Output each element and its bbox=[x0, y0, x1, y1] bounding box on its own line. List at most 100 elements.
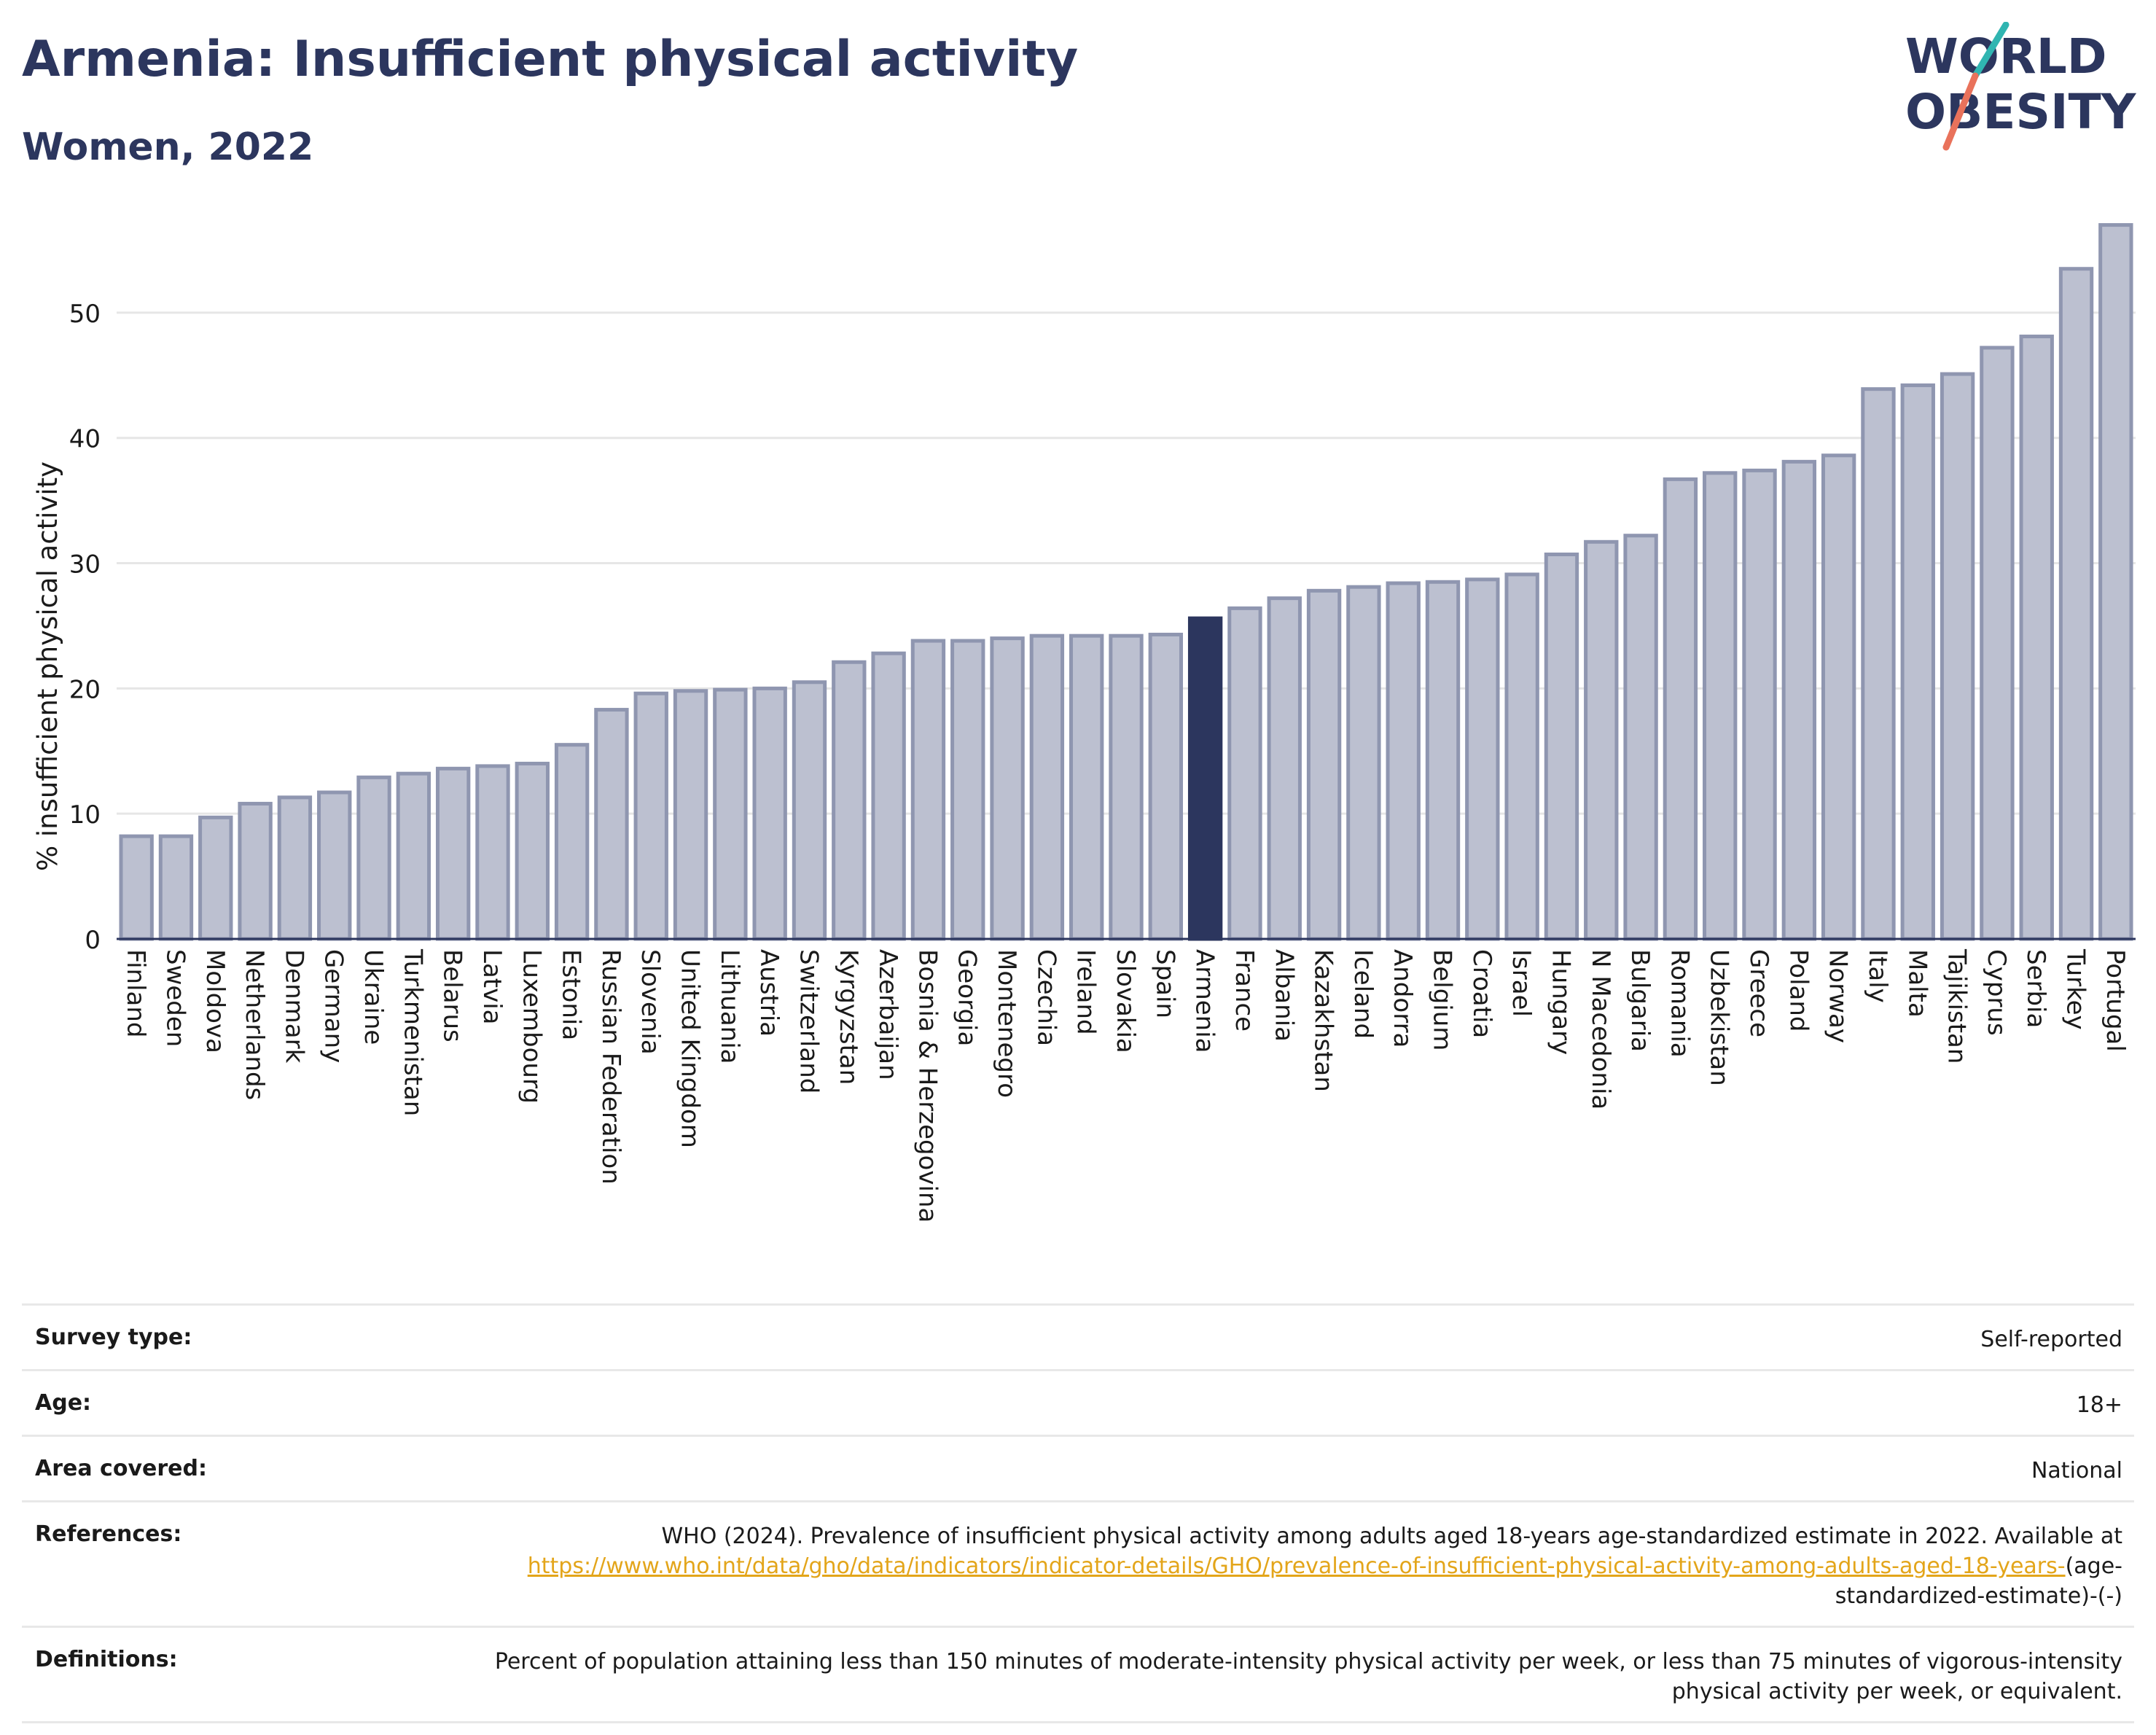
meta-row-survey-type: Survey type: Self-reported bbox=[22, 1303, 2134, 1369]
y-tick-label: 50 bbox=[69, 300, 101, 329]
meta-row-references: References: WHO (2024). Prevalence of in… bbox=[22, 1500, 2134, 1626]
chart-title: Armenia: Insufficient physical activity bbox=[22, 31, 1079, 88]
bar-slovenia bbox=[633, 691, 668, 941]
x-tick-label: France bbox=[1230, 949, 1259, 1032]
x-tick-label: Moldova bbox=[200, 949, 230, 1053]
x-tick-label: Belgium bbox=[1428, 949, 1457, 1050]
logo-slash-teal bbox=[1972, 22, 2009, 79]
references-text: WHO (2024). Prevalence of insufficient p… bbox=[661, 1524, 2122, 1549]
x-tick-label: Tajikistan bbox=[1942, 948, 1972, 1064]
x-tick-label: Poland bbox=[1784, 949, 1813, 1032]
bar-azerbaijan bbox=[871, 651, 906, 941]
x-tick-label: Switzerland bbox=[794, 949, 823, 1093]
bar-tajikistan bbox=[1940, 372, 1975, 941]
meta-row-area-covered: Area covered: National bbox=[22, 1435, 2134, 1500]
bar-portugal bbox=[2098, 223, 2133, 941]
logo-slash-coral bbox=[1942, 72, 1979, 151]
y-tick-label: 10 bbox=[69, 800, 101, 830]
bars bbox=[119, 223, 2133, 941]
bar-albania bbox=[1267, 596, 1302, 941]
bar-belarus bbox=[435, 766, 471, 941]
bar-bosnia-herzegovina bbox=[910, 639, 946, 941]
x-tick-label: Czechia bbox=[1031, 949, 1061, 1046]
bar-kyrgyzstan bbox=[832, 660, 867, 941]
world-obesity-logo: WORLD OBESITY bbox=[1905, 22, 2137, 151]
survey-type-label: Survey type: bbox=[35, 1325, 192, 1350]
x-tick-label: Albania bbox=[1269, 949, 1298, 1042]
bar-ireland bbox=[1069, 633, 1104, 941]
bar-armenia bbox=[1187, 616, 1223, 941]
references-value: WHO (2024). Prevalence of insufficient p… bbox=[468, 1521, 2122, 1611]
bar-croatia bbox=[1465, 577, 1500, 941]
bar-france bbox=[1227, 606, 1262, 941]
x-tick-label: Kazakhstan bbox=[1309, 949, 1338, 1092]
x-tick-label: Norway bbox=[1824, 949, 1853, 1043]
x-tick-label: Estonia bbox=[557, 949, 586, 1040]
x-tick-label: Croatia bbox=[1467, 949, 1496, 1038]
chart-subtitle: Women, 2022 bbox=[22, 125, 314, 169]
x-tick-label: Israel bbox=[1507, 949, 1536, 1017]
definitions-label: Definitions: bbox=[35, 1647, 178, 1672]
bar-denmark bbox=[277, 795, 313, 941]
x-tick-label: Turkey bbox=[2061, 948, 2090, 1030]
x-tick-label: Andorra bbox=[1388, 949, 1417, 1048]
x-tick-label: Azerbaijan bbox=[873, 949, 902, 1080]
bar-israel bbox=[1504, 572, 1539, 941]
x-tick-label: Montenegro bbox=[992, 949, 1021, 1098]
bar-kazakhstan bbox=[1306, 588, 1342, 941]
bar-estonia bbox=[554, 743, 590, 941]
x-tick-label: Belarus bbox=[438, 949, 467, 1042]
bar-czechia bbox=[1029, 633, 1065, 941]
area-covered-label: Area covered: bbox=[35, 1456, 207, 1481]
bar-slovakia bbox=[1109, 633, 1144, 941]
references-link[interactable]: https://www.who.int/data/gho/data/indica… bbox=[527, 1553, 2066, 1579]
references-suffix: (age-standardized-estimate)-(-) bbox=[1835, 1553, 2122, 1609]
bar-greece bbox=[1742, 468, 1777, 941]
x-tick-label: Spain bbox=[1150, 949, 1179, 1018]
bar-austria bbox=[752, 686, 787, 941]
bar-iceland bbox=[1346, 585, 1381, 941]
bar-sweden bbox=[158, 834, 194, 941]
x-tick-label: Slovenia bbox=[636, 949, 665, 1055]
age-label: Age: bbox=[35, 1390, 92, 1416]
logo-line-obesity: OBESITY bbox=[1905, 84, 2137, 140]
bar-ukraine bbox=[356, 775, 391, 941]
bar-netherlands bbox=[238, 801, 273, 941]
bar-georgia bbox=[950, 639, 985, 941]
definitions-value: Percent of population attaining less tha… bbox=[494, 1649, 2122, 1704]
x-tick-label: Lithuania bbox=[715, 949, 744, 1064]
y-tick-label: 0 bbox=[85, 926, 101, 955]
x-tick-label: Uzbekistan bbox=[1705, 949, 1734, 1086]
x-tick-label: Cyprus bbox=[1982, 949, 2011, 1036]
bar-germany bbox=[317, 790, 352, 941]
x-tick-label: Slovakia bbox=[1111, 949, 1140, 1053]
bar-andorra bbox=[1386, 581, 1421, 941]
metadata-table: Survey type: Self-reported Age: 18+ Area… bbox=[22, 1303, 2134, 1723]
age-value: 18+ bbox=[2076, 1392, 2122, 1418]
bar-united-kingdom bbox=[673, 689, 708, 941]
x-tick-label: Italy bbox=[1863, 949, 1892, 1003]
x-tick-label: Germany bbox=[319, 949, 348, 1063]
x-tick-label: Armenia bbox=[1190, 949, 1219, 1053]
x-tick-label: Serbia bbox=[2021, 949, 2050, 1028]
x-tick-label: Ireland bbox=[1071, 949, 1101, 1035]
x-tick-label: Latvia bbox=[477, 949, 507, 1025]
x-tick-label: Netherlands bbox=[240, 949, 269, 1100]
bar-latvia bbox=[475, 764, 510, 941]
bar-poland bbox=[1781, 459, 1817, 941]
x-tick-label: Georgia bbox=[953, 949, 982, 1046]
y-axis-label: % insufficient physical activity bbox=[32, 461, 63, 871]
logo-line-world: WORLD bbox=[1905, 28, 2107, 85]
x-tick-label: Malta bbox=[1902, 949, 1932, 1018]
bar-serbia bbox=[2019, 335, 2054, 941]
bar-turkmenistan bbox=[396, 771, 431, 941]
bar-luxembourg bbox=[515, 761, 550, 941]
bar-turkey bbox=[2058, 267, 2094, 941]
x-tick-label: Russian Federation bbox=[596, 949, 625, 1185]
x-tick-label: Iceland bbox=[1348, 949, 1378, 1039]
x-tick-label: Portugal bbox=[2101, 949, 2130, 1052]
bar-malta bbox=[1900, 383, 1935, 941]
y-tick-label: 40 bbox=[69, 425, 101, 454]
x-tick-label: Turkmenistan bbox=[398, 948, 427, 1116]
meta-row-age: Age: 18+ bbox=[22, 1369, 2134, 1435]
